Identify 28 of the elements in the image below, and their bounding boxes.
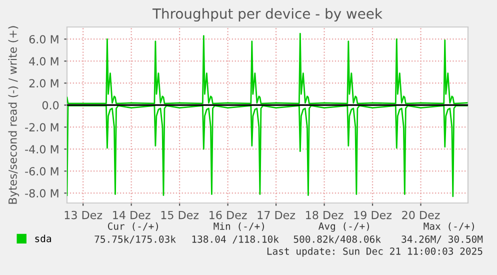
chart-title: Throughput per device - by week xyxy=(152,8,382,22)
x-tick-label: 13 Dez xyxy=(64,210,102,220)
y-tick-label: -2.0 M xyxy=(25,123,58,132)
y-tick-label: 4.0 M xyxy=(29,57,58,66)
y-tick-label: -6.0 M xyxy=(25,167,58,176)
text: Last update: Sun Dec 21 11:00:03 2025 xyxy=(267,247,482,257)
text: Avg (-/+) xyxy=(318,222,369,232)
x-tick-label: 20 Dez xyxy=(402,210,440,220)
text: 75.75k/175.03k xyxy=(94,235,176,244)
y-tick-label: -4.0 M xyxy=(25,145,58,154)
text: 34.26M/ 30.50M xyxy=(402,235,483,244)
legend-label: sda xyxy=(35,234,51,242)
text: 138.04 /118.10k xyxy=(192,235,279,244)
y-tick-label: -8.0 M xyxy=(25,189,58,198)
text: Cur (-/+) xyxy=(108,222,158,231)
y-tick-label: 2.0 M xyxy=(29,79,58,88)
y-tick-label: 0.0 xyxy=(42,101,59,110)
text: Max (-/+) xyxy=(424,222,474,231)
text: Min (-/+) xyxy=(214,222,264,231)
x-tick-label: 18 Dez xyxy=(306,210,344,220)
x-tick-label: 14 Dez xyxy=(113,210,150,220)
x-tick-label: 19 Dez xyxy=(354,210,392,220)
x-tick-label: 17 Dez xyxy=(258,210,296,220)
text: 500.82k/408.06k xyxy=(294,235,381,244)
y-axis-title: Bytes/second read (-) / write (+) xyxy=(8,26,20,204)
x-tick-label: 16 Dez xyxy=(210,210,247,220)
x-tick-label: 15 Dez xyxy=(161,210,199,220)
y-tick-label: 6.0 M xyxy=(29,35,58,44)
